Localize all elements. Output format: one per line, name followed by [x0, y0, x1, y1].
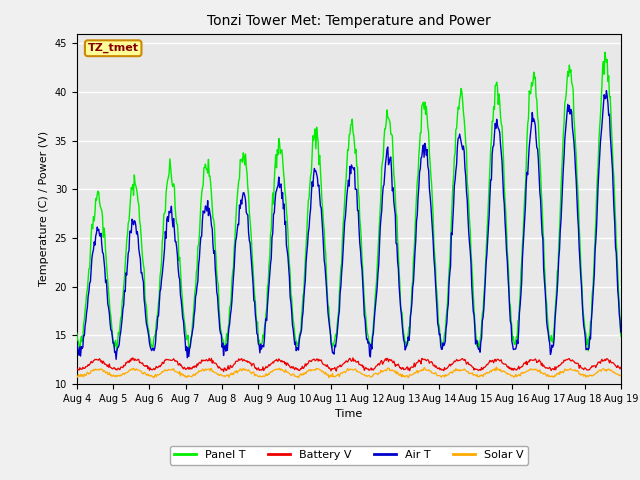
- Y-axis label: Temperature (C) / Power (V): Temperature (C) / Power (V): [39, 131, 49, 287]
- Text: TZ_tmet: TZ_tmet: [88, 43, 139, 53]
- X-axis label: Time: Time: [335, 409, 362, 419]
- Title: Tonzi Tower Met: Temperature and Power: Tonzi Tower Met: Temperature and Power: [207, 14, 491, 28]
- Legend: Panel T, Battery V, Air T, Solar V: Panel T, Battery V, Air T, Solar V: [170, 445, 528, 465]
